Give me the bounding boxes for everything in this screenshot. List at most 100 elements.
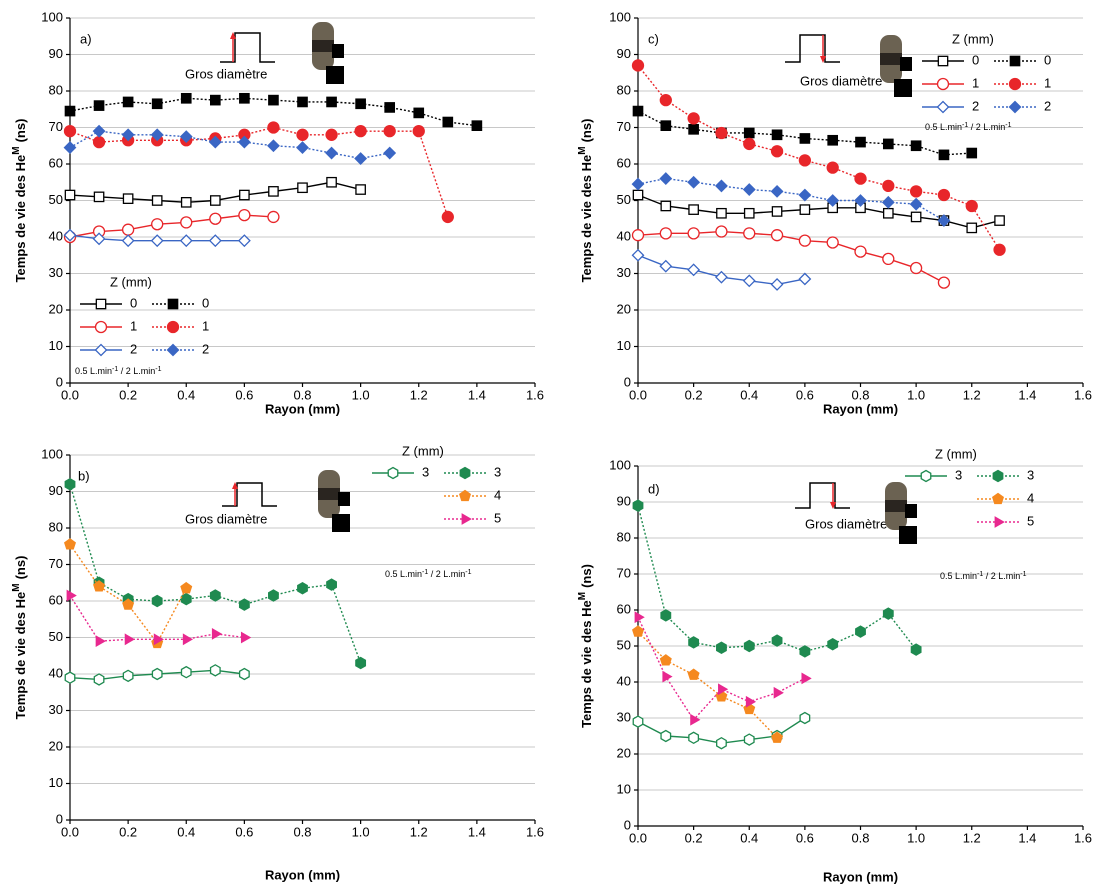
marker [910,643,922,656]
legend-note-part: / 2 L.min [428,569,465,579]
marker [94,343,108,357]
x-tick-label: 0.4 [740,830,758,845]
marker [659,259,673,273]
device-band [880,53,902,65]
marker [122,96,134,108]
legend-label: 1 [972,75,979,90]
marker [166,343,180,357]
x-tick-label: 0.6 [796,387,814,402]
y-tick-label: 80 [617,82,631,97]
legend-label: 2 [972,98,979,113]
x-tick-label: 1.6 [1074,387,1092,402]
marker [798,272,812,286]
marker [631,59,645,72]
marker [854,172,867,185]
legend-label: 1 [130,318,137,333]
marker [660,609,672,622]
marker [910,211,922,223]
x-tick-label: 1.2 [410,824,428,839]
marker [937,188,951,202]
marker [383,124,396,138]
marker [799,204,811,215]
marker [687,227,700,240]
marker [745,695,757,708]
marker [937,214,951,227]
marker [770,278,784,291]
device-block [332,514,350,532]
marker [882,138,894,150]
marker [994,516,1005,528]
panel: 0 10 20 30 40 50 60 70 80 90 100 0.0 0.2 0.4 0.6 0.8 1.0… [577,446,1092,884]
y-tick-label: 50 [617,637,631,652]
marker [882,207,894,219]
pulse-arrow-head [820,56,826,63]
marker [297,182,308,194]
marker [267,139,280,153]
y-tick-label: 0 [56,811,63,826]
x-tick-label: 1.4 [1018,387,1036,402]
x-tick-label: 0.2 [119,824,137,839]
marker [209,195,221,206]
device-block [905,504,917,518]
x-tick-label: 0.0 [629,830,647,845]
y-tick-label: 70 [49,119,63,134]
x-tick-label: 1.4 [468,824,486,839]
marker [209,664,221,677]
legend-label: 5 [1027,513,1034,528]
marker [268,589,279,602]
legend-label: 1 [1044,75,1051,90]
y-tick-label: 10 [49,775,63,790]
x-tick-label: 1.4 [1018,830,1036,845]
marker [801,672,812,685]
marker [687,175,701,189]
marker [122,598,135,610]
marker [441,210,454,224]
panel-label: b) [78,468,90,483]
pulse-arrow-head [830,502,836,509]
pulse-icon [222,482,277,507]
x-tick-label: 1.0 [907,830,925,845]
y-axis-label-unit: (ns) [13,119,28,143]
annotation: Gros diamètre [185,511,267,526]
y-tick-label: 40 [617,228,631,243]
legend-label: 0 [202,295,209,310]
legend-note-part: -1 [112,366,118,373]
marker [827,637,839,651]
marker [93,580,106,592]
marker [718,683,729,696]
series-line [69,484,362,664]
legend-label: 0 [1044,52,1051,67]
y-tick-label: 90 [617,493,631,508]
device-block [899,526,917,544]
marker [296,128,309,141]
marker [743,137,756,151]
legend-note-part: 0.5 L.min [940,571,977,581]
x-tick-label: 0.4 [177,824,195,839]
marker [1008,100,1022,114]
marker [826,194,840,207]
marker [742,183,756,196]
legend-note-part: -1 [465,569,471,576]
marker [326,176,337,188]
marker [151,98,163,110]
x-tick-label: 1.0 [352,387,370,402]
legend-label: 2 [130,341,137,356]
marker [93,100,105,111]
marker [95,635,106,648]
marker [268,94,279,106]
x-tick-label: 0.8 [293,387,311,402]
marker [64,671,76,684]
marker [743,639,755,653]
y-tick-label: 80 [617,529,631,544]
marker [208,234,222,248]
x-tick-label: 1.2 [410,387,428,402]
marker [151,594,163,608]
legend-note-part: 0.5 L.min [925,122,962,132]
marker [442,116,454,128]
marker [936,100,950,114]
panel: 0 10 20 30 40 50 60 70 80 90 100 0.0 0.2 0.4 0.6 0.8 1.0… [11,443,544,882]
marker [239,92,250,104]
device-band [312,40,334,52]
y-axis-label: Temps de vie des HeM (ns) [577,564,595,728]
y-tick-label: 40 [49,228,63,243]
